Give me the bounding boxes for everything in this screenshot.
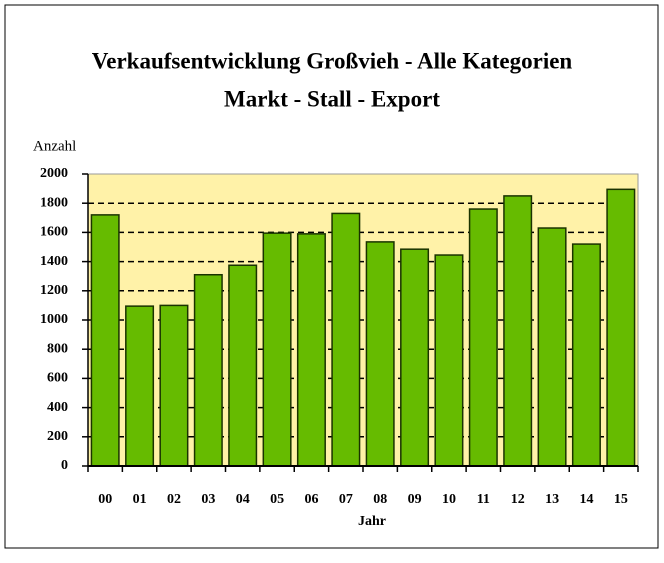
bar (365, 241, 395, 467)
bar (90, 214, 120, 467)
bar (606, 188, 636, 467)
y-tick-label: 1800 (40, 195, 68, 210)
y-tick-label: 200 (47, 429, 68, 444)
y-tick-label: 1400 (40, 254, 68, 269)
x-tick-label: 07 (339, 492, 353, 507)
chart-subtitle: Markt - Stall - Export (224, 86, 440, 111)
bar (193, 273, 223, 467)
bar (159, 304, 189, 467)
y-tick-label: 600 (47, 371, 68, 386)
chart-title: Verkaufsentwicklung Großvieh - Alle Kate… (92, 48, 573, 73)
x-tick-label: 11 (477, 492, 490, 507)
bar (125, 305, 155, 467)
x-tick-label: 05 (270, 492, 284, 507)
x-tick-label: 15 (614, 492, 628, 507)
y-tick-label: 1600 (40, 225, 68, 240)
bar (468, 208, 498, 467)
bar (434, 254, 464, 467)
y-tick-label: 400 (47, 400, 68, 415)
bar (228, 264, 258, 467)
y-tick-label: 1200 (40, 283, 68, 298)
bar (537, 227, 567, 467)
x-tick-label: 04 (236, 492, 250, 507)
bar (503, 195, 533, 467)
x-tick-label: 10 (442, 492, 456, 507)
bar (571, 243, 601, 467)
x-tick-label: 09 (408, 492, 422, 507)
x-tick-label: 12 (511, 492, 525, 507)
y-tick-label: 800 (47, 341, 68, 356)
y-tick-label: 0 (61, 458, 68, 473)
x-tick-label: 02 (167, 492, 181, 507)
y-tick-label: 2000 (40, 166, 68, 181)
bar (262, 232, 292, 467)
x-tick-label: 08 (373, 492, 387, 507)
x-tick-label: 06 (304, 492, 318, 507)
x-tick-label: 01 (133, 492, 147, 507)
bar (400, 248, 430, 467)
x-tick-label: 00 (98, 492, 112, 507)
bar (296, 233, 326, 467)
y-axis-label: Anzahl (33, 138, 76, 154)
x-tick-label: 13 (545, 492, 559, 507)
x-tick-label: 14 (579, 492, 593, 507)
y-tick-label: 1000 (40, 312, 68, 327)
bar (331, 212, 361, 467)
x-tick-label: 03 (201, 492, 215, 507)
x-axis-label: Jahr (358, 514, 386, 529)
